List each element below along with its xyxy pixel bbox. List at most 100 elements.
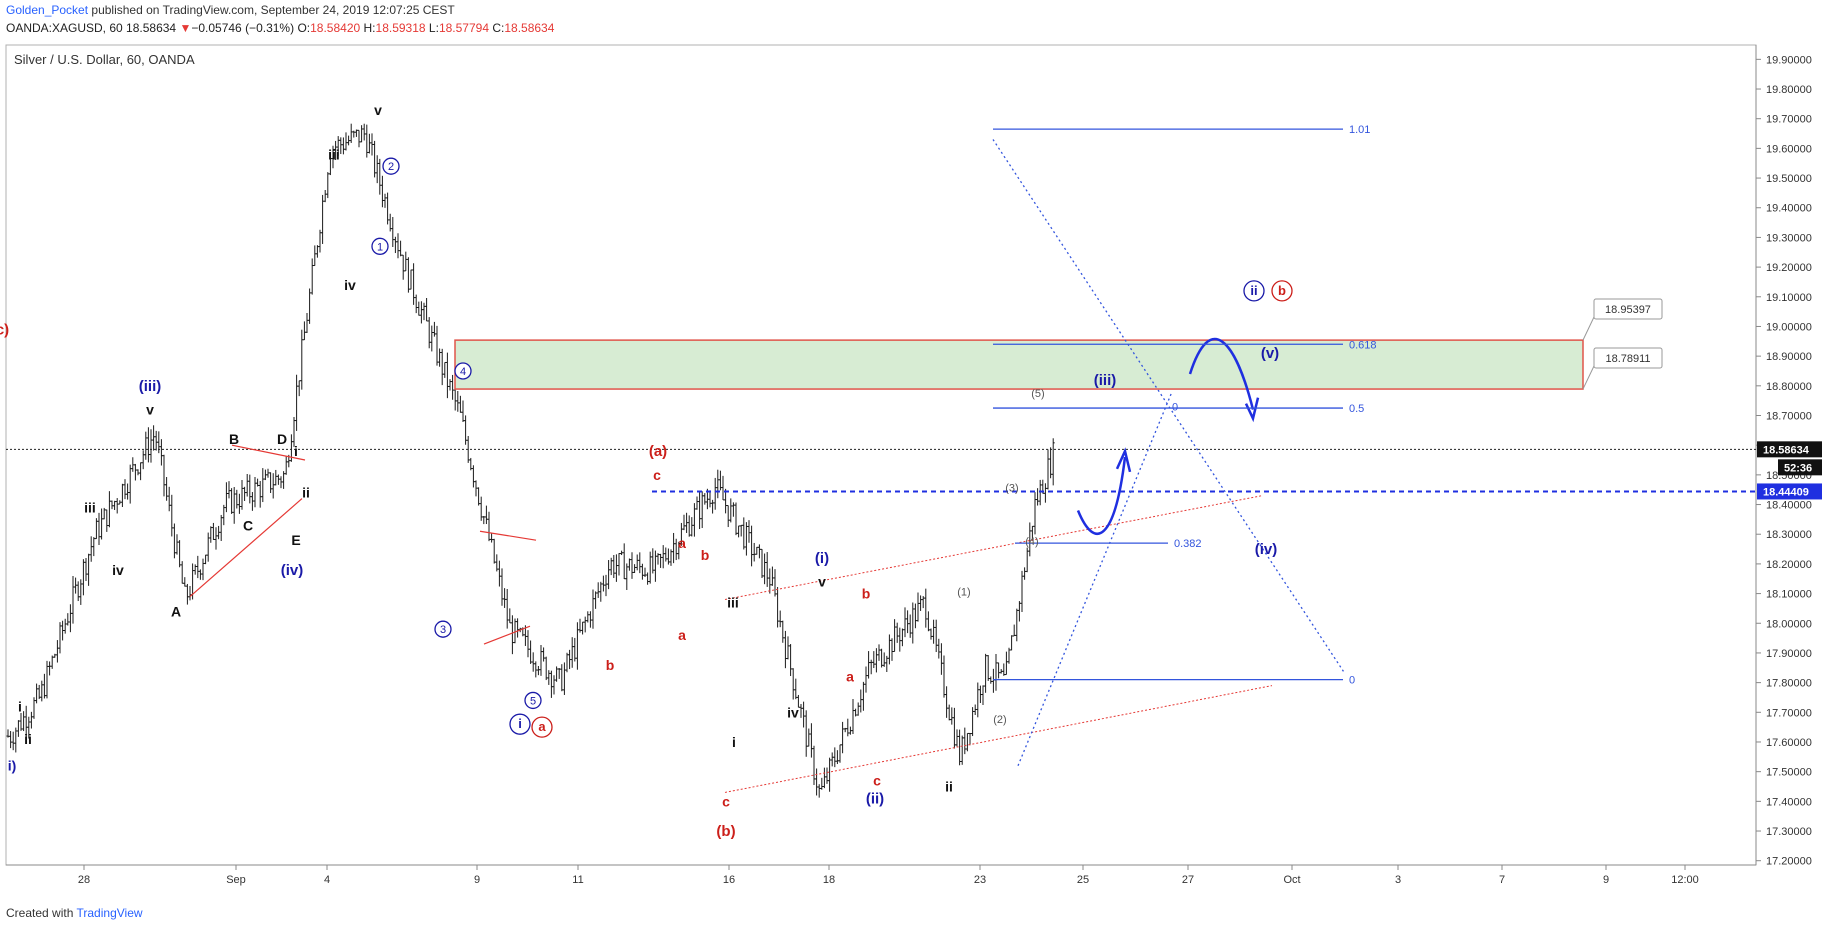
wave-label: (3): [1005, 483, 1018, 495]
wave-label: iv: [112, 562, 124, 578]
triangle-top: [231, 444, 306, 461]
circled-wave-label: 5: [530, 695, 536, 707]
low-label: L:: [428, 21, 439, 35]
x-tick-label: 25: [1077, 874, 1089, 886]
close-value: 18.58634: [504, 21, 555, 35]
y-tick-label: 18.20000: [1766, 559, 1812, 571]
y-tick-label: 18.90000: [1766, 351, 1812, 363]
zone-top-callout: 18.95397: [1605, 304, 1651, 316]
y-tick-label: 17.30000: [1766, 826, 1812, 838]
wave-label: b: [701, 547, 710, 563]
circled-wave-label: ii: [1250, 283, 1257, 298]
circled-wave-marker: [531, 716, 553, 738]
circled-wave-marker: [371, 237, 389, 255]
channel-bottom: [724, 685, 1273, 793]
y-tick-label: 19.90000: [1766, 54, 1812, 66]
wave-label: iii: [727, 594, 739, 610]
wave-label: c: [873, 773, 881, 789]
chart-title: Silver / U.S. Dollar, 60, OANDA: [14, 52, 195, 67]
wave-label: i: [732, 734, 736, 750]
price-bars: [6, 123, 1055, 798]
zone-bottom-callout: 18.78911: [1605, 353, 1650, 365]
channel-top: [724, 495, 1263, 601]
close-label: C:: [492, 21, 505, 35]
wave-label: b: [606, 657, 615, 673]
fib-label: 0.618: [1349, 339, 1377, 351]
wave-label: ii: [24, 731, 32, 747]
wave-label: E: [291, 532, 300, 548]
created-with-text: Created with: [6, 906, 74, 920]
fib-levels: 1.01 0.618 0.5 0.382 0 0: [993, 124, 1377, 687]
wave-label: (v): [1261, 345, 1279, 362]
target-zone: [454, 339, 1584, 390]
published-text: published on TradingView.com, September …: [91, 3, 455, 17]
wave-label: c: [722, 793, 730, 809]
wave-label: ii: [302, 485, 310, 501]
fib-diagonal-down: [992, 139, 1346, 675]
down-arrow-icon: ▼: [179, 21, 192, 35]
x-tick-label: 16: [723, 874, 735, 886]
chart-frame: [5, 44, 1757, 866]
x-tick-label: 3: [1395, 874, 1401, 886]
low-value: 18.57794: [438, 21, 489, 35]
time-axis[interactable]: 28 Sep 4 9 11 16 18 23 25 27 Oct 3 7 9 12:00: [78, 865, 1699, 886]
countdown-tag-bg: [1778, 459, 1822, 476]
y-tick-label: 19.60000: [1766, 143, 1812, 155]
drawings: [6, 139, 1756, 793]
last-price-tag-bg: [1757, 441, 1822, 458]
wave-label: B: [229, 431, 239, 447]
x-tick-label: 9: [474, 874, 480, 886]
wave-label: a: [678, 535, 686, 551]
wave-label: b: [862, 586, 871, 602]
y-tick-label: 17.80000: [1766, 678, 1812, 690]
circled-wave-label: 2: [388, 161, 394, 173]
wave-label: i): [8, 758, 17, 774]
footer: Created with TradingView: [6, 906, 143, 920]
y-tick-label: 19.50000: [1766, 173, 1812, 185]
wave-labels: i)iiiiiiiv(iii)vABCDE(iv)iiiiiiivv(a)cab…: [0, 102, 1293, 840]
wave-label: (a): [649, 443, 667, 460]
y-tick-label: 19.20000: [1766, 262, 1812, 274]
circled-wave-marker: [1243, 280, 1265, 302]
zone-bottom-callout-pointer: [1582, 365, 1595, 390]
countdown-tag: 52:36: [1784, 462, 1812, 474]
wave-label: (iv): [1255, 541, 1278, 558]
wave-label: (4): [1025, 536, 1038, 548]
wave-label: c: [653, 467, 661, 483]
zone-rect: [454, 339, 1584, 390]
wave-label: iv: [787, 704, 799, 720]
flag-top: [479, 530, 537, 541]
publisher-link[interactable]: Golden_Pocket: [6, 3, 89, 17]
x-tick-label: 9: [1603, 874, 1609, 886]
y-tick-label: 17.20000: [1766, 856, 1812, 868]
circled-wave-marker: [524, 691, 542, 710]
y-tick-label: 19.30000: [1766, 232, 1812, 244]
y-tick-label: 17.70000: [1766, 707, 1812, 719]
wave-label: (ii): [866, 790, 884, 807]
tradingview-logo-link[interactable]: TradingView: [76, 906, 143, 920]
y-tick-label: 18.40000: [1766, 500, 1812, 512]
wave-label: D: [277, 431, 287, 447]
triangle-bottom: [189, 498, 303, 597]
open-label: O:: [297, 21, 311, 35]
wave-label: a: [678, 627, 686, 643]
y-tick-label: 18.70000: [1766, 411, 1812, 423]
x-tick-label: 7: [1499, 874, 1505, 886]
y-tick-label: 19.70000: [1766, 114, 1812, 126]
wave-label: (5): [1031, 388, 1044, 400]
support-price-tag: 18.44409: [1763, 486, 1809, 498]
y-tick-label: 19.40000: [1766, 203, 1812, 215]
fib-label: 0: [1172, 402, 1178, 414]
y-tick-label: 18.30000: [1766, 529, 1812, 541]
y-tick-label: 19.80000: [1766, 84, 1812, 96]
x-tick-label: 23: [974, 874, 986, 886]
circled-wave-label: 4: [460, 366, 466, 378]
wave-label: iii: [328, 146, 340, 162]
circled-wave-label: 3: [440, 624, 446, 636]
open-value: 18.58420: [310, 21, 361, 35]
fib-label: 0.5: [1349, 403, 1364, 415]
y-tick-label: 17.60000: [1766, 737, 1812, 749]
wave-label: (2): [993, 714, 1006, 726]
x-tick-label: 28: [78, 874, 90, 886]
